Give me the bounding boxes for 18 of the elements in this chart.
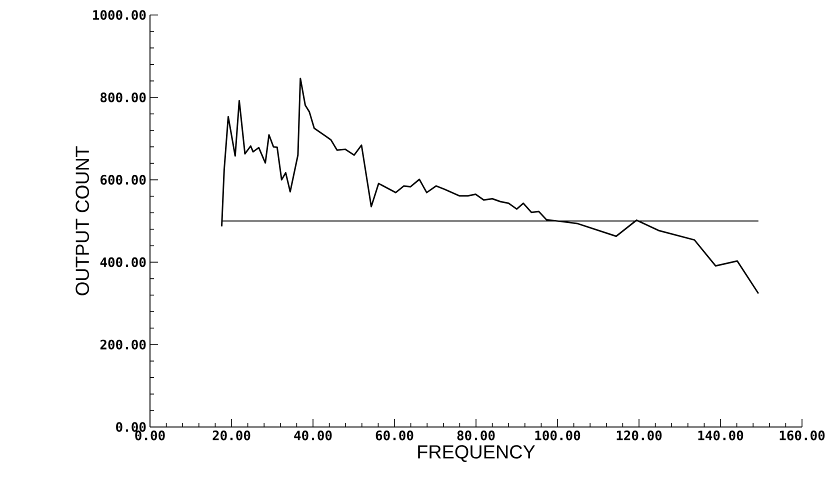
y-tick-label: 800.00 <box>100 92 146 102</box>
x-tick-label: 80.00 <box>457 430 495 440</box>
y-tick-label: 600.00 <box>100 174 146 185</box>
y-tick-label: 200.00 <box>100 340 146 350</box>
x-tick-label: 160.00 <box>780 430 825 440</box>
line-series <box>220 78 760 294</box>
x-tick-label: 0.00 <box>135 430 165 440</box>
x-tick-label: 20.00 <box>212 430 250 440</box>
y-tick-label: 0.00 <box>116 422 146 432</box>
x-tick-label: 120.00 <box>616 430 662 440</box>
x-tick-label: 60.00 <box>376 430 414 440</box>
y-tick-label: 1000.00 <box>93 10 146 20</box>
x-tick-label: 100.00 <box>535 430 580 440</box>
x-tick-label: 140.00 <box>698 430 744 440</box>
x-tick-label: 40.00 <box>294 430 332 440</box>
y-axis-title: OUTPUT COUNT <box>76 146 90 296</box>
x-axis-title: FREQUENCY <box>418 445 535 462</box>
y-tick-label: 400.00 <box>100 257 146 268</box>
